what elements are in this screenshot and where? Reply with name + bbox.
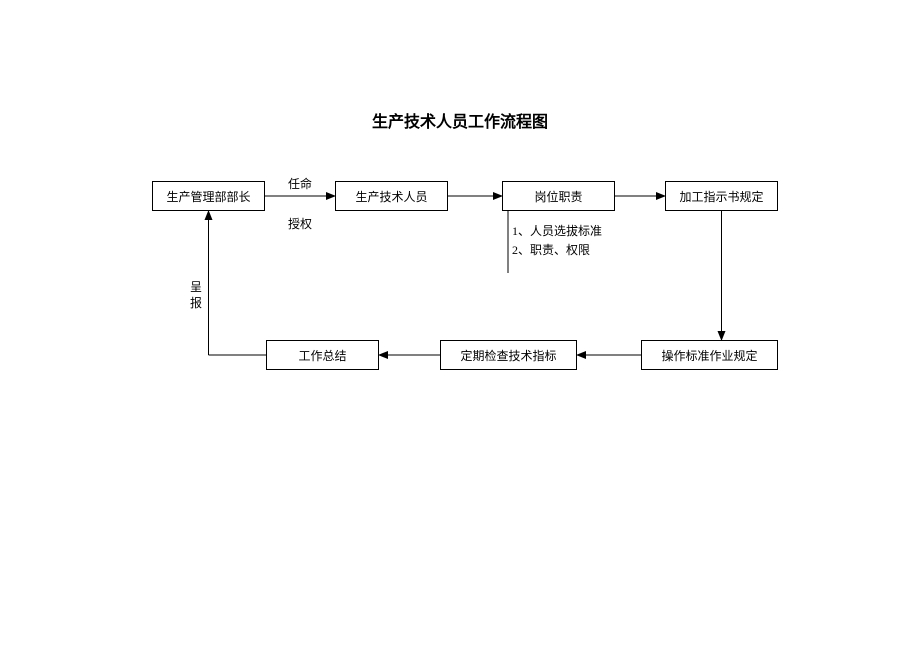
flowchart-node-n7: 工作总结 <box>266 340 379 370</box>
flowchart-node-n3: 岗位职责 <box>502 181 615 211</box>
edge-label-a2: 授权 <box>288 215 312 232</box>
flowchart-node-n5: 操作标准作业规定 <box>641 340 778 370</box>
edge-label-a1: 任命 <box>288 175 312 192</box>
diagram-title: 生产技术人员工作流程图 <box>0 108 920 132</box>
flowchart-node-n1: 生产管理部部长 <box>152 181 265 211</box>
flowchart-node-n2: 生产技术人员 <box>335 181 448 211</box>
edges-svg <box>0 0 920 651</box>
flowchart-node-n4: 加工指示书规定 <box>665 181 778 211</box>
annotation-note: 1、人员选拔标准2、职责、权限 <box>512 222 602 260</box>
edge-label-a3: 呈报 <box>190 280 202 311</box>
flowchart-node-n6: 定期检查技术指标 <box>440 340 577 370</box>
